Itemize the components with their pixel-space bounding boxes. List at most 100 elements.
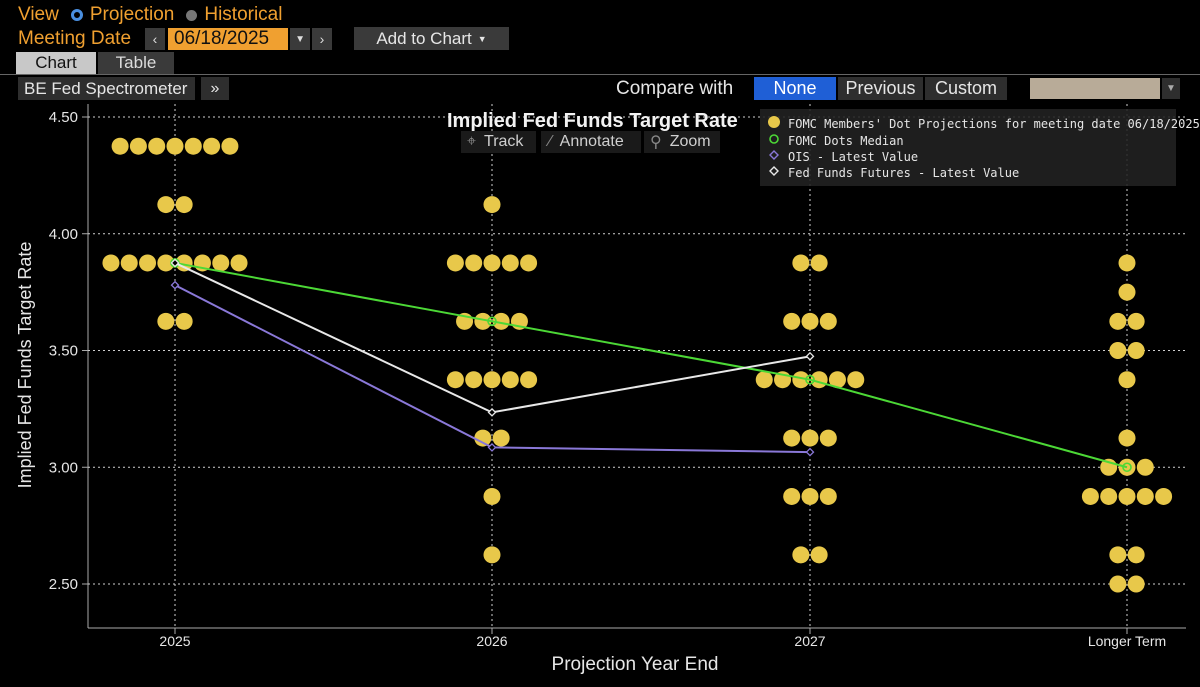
- dot-projection: [1118, 371, 1136, 389]
- chart-title: Implied Fed Funds Target Rate: [447, 110, 738, 132]
- dot-projection: [120, 254, 138, 272]
- series-point-ois: [170, 280, 180, 290]
- dot-projection: [520, 254, 538, 272]
- compare-label: Compare with: [616, 77, 734, 99]
- legend-ois-label: OIS - Latest Value: [788, 149, 919, 164]
- compare-none-button[interactable]: None: [754, 77, 836, 100]
- dot-projection: [175, 196, 193, 214]
- dot-projection: [783, 312, 801, 330]
- dot-projection: [175, 254, 193, 272]
- dot-projection: [148, 137, 166, 155]
- tab-table[interactable]: Table: [98, 52, 174, 74]
- dot-projection: [819, 487, 837, 505]
- dot-projection: [483, 546, 501, 564]
- dot-projection: [157, 312, 175, 330]
- zoom-button[interactable]: ⚲ Zoom: [644, 131, 720, 153]
- swatch-dropdown-icon[interactable]: ▼: [1162, 78, 1180, 99]
- legend-ois-marker-icon: [768, 149, 780, 164]
- dot-projection: [221, 137, 239, 155]
- x-tick-label: 2026: [476, 633, 507, 649]
- dot-projection: [483, 196, 501, 214]
- legend-dot-marker-icon: [768, 116, 780, 131]
- legend-futures-marker-icon: [768, 165, 780, 180]
- pencil-icon: ∕: [549, 133, 552, 150]
- dot-projection: [157, 254, 175, 272]
- dot-projection: [465, 371, 483, 389]
- dot-projection: [157, 196, 175, 214]
- dot-projection: [828, 371, 846, 389]
- dot-projection: [175, 312, 193, 330]
- view-option-historical[interactable]: Historical: [204, 4, 283, 25]
- chart-toolbar: [0, 74, 1200, 103]
- x-tick-label: 2027: [794, 633, 825, 649]
- dot-projection: [492, 312, 510, 330]
- date-dropdown-button[interactable]: ▼: [290, 28, 311, 50]
- x-tick-label: 2025: [159, 633, 190, 649]
- series-point-ois: [805, 447, 815, 457]
- add-to-chart-button[interactable]: Add to Chart ▼: [354, 27, 509, 50]
- meeting-date-row: Meeting Date ‹ 06/18/2025 ▼ ›: [18, 27, 333, 51]
- dot-projection: [501, 254, 519, 272]
- next-date-button[interactable]: ›: [312, 28, 333, 50]
- zoom-label: Zoom: [669, 133, 711, 150]
- legend-item-ois: OIS - Latest Value: [768, 149, 918, 164]
- radio-historical-icon[interactable]: [186, 9, 198, 21]
- compare-custom-button[interactable]: Custom: [925, 77, 1007, 100]
- dot-projection: [1109, 342, 1127, 359]
- view-label: View: [18, 4, 59, 25]
- track-button[interactable]: ⌖ Track: [461, 131, 536, 153]
- dot-projection: [819, 429, 837, 447]
- radio-projection-icon[interactable]: [70, 9, 83, 21]
- dot-projection: [501, 371, 519, 389]
- dot-projection: [801, 312, 819, 330]
- legend-dots-label: FOMC Members' Dot Projections for meetin…: [788, 116, 1200, 131]
- series-point-futures: [805, 351, 815, 361]
- series-point-median: [1122, 462, 1132, 473]
- dot-projection: [1127, 342, 1145, 359]
- dot-projection: [129, 137, 147, 155]
- chevron-down-icon: ▼: [477, 33, 487, 44]
- dot-projection: [801, 487, 819, 505]
- track-label: Track: [484, 133, 524, 150]
- legend-median-label: FOMC Dots Median: [788, 133, 904, 148]
- dot-projection: [474, 429, 492, 447]
- prev-date-button[interactable]: ‹: [145, 28, 166, 50]
- dot-projection: [111, 137, 129, 155]
- view-option-projection[interactable]: Projection: [89, 4, 175, 25]
- legend-item-futures: Fed Funds Futures - Latest Value: [768, 165, 1019, 180]
- add-to-chart-label: Add to Chart: [376, 28, 472, 48]
- dot-projection: [166, 137, 184, 155]
- expand-icon[interactable]: »: [201, 77, 229, 100]
- series-point-futures: [487, 407, 497, 417]
- series-line-median: [174, 261, 1128, 469]
- legend-median-marker-icon: [768, 133, 780, 148]
- legend-item-median: FOMC Dots Median: [768, 133, 904, 148]
- dot-projection: [792, 254, 810, 272]
- series-point-median: [805, 374, 815, 385]
- dot-projection: [1136, 487, 1154, 505]
- annotate-button[interactable]: ∕ Annotate: [541, 131, 641, 153]
- dot-projection: [1109, 575, 1127, 593]
- y-tick-label: 2.50: [49, 576, 78, 593]
- y-tick-label: 4.00: [49, 226, 78, 243]
- compare-previous-button[interactable]: Previous: [838, 77, 923, 100]
- y-tick-label: 3.50: [49, 343, 78, 360]
- legend-futures-label: Fed Funds Futures - Latest Value: [788, 165, 1020, 180]
- dot-projection: [1127, 312, 1145, 330]
- dot-projection: [465, 254, 483, 272]
- dot-projection: [1109, 312, 1127, 330]
- series-point-ois: [487, 442, 497, 452]
- dot-projection: [792, 371, 810, 389]
- dot-projection: [212, 254, 230, 272]
- dot-projection: [1118, 254, 1136, 272]
- dot-projection: [483, 487, 501, 505]
- color-swatch[interactable]: [1030, 78, 1160, 99]
- crosshair-icon: ⌖: [467, 133, 477, 150]
- dot-projection: [1081, 487, 1099, 505]
- spectrometer-button[interactable]: BE Fed Spectrometer: [18, 77, 196, 100]
- magnifier-icon: ⚲: [650, 134, 662, 151]
- tab-chart[interactable]: Chart: [16, 52, 96, 74]
- meeting-date-input[interactable]: 06/18/2025: [168, 28, 289, 50]
- dot-projection: [783, 487, 801, 505]
